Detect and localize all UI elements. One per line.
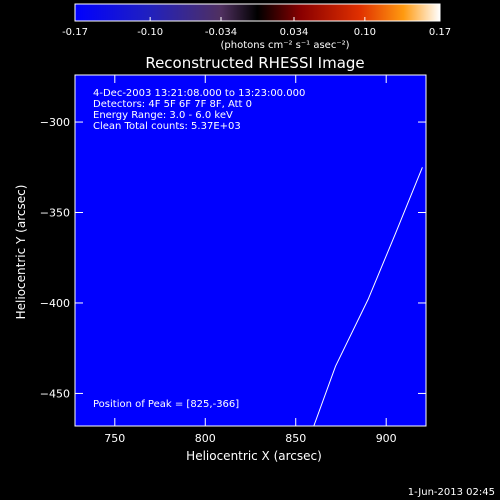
x-tick-label: 750 — [104, 432, 125, 445]
colorbar-tick-label: -0.034 — [205, 27, 237, 38]
x-axis: 750 800 850 900 — [104, 75, 397, 445]
y-tick-label: −350 — [40, 207, 70, 220]
y-axis: −300 −350 −400 −450 — [40, 116, 426, 400]
annotation-line: Energy Range: 3.0 - 6.0 keV — [93, 110, 233, 121]
y-tick-label: −300 — [40, 116, 70, 129]
annotation-line: 4-Dec-2003 13:21:08.000 to 13:23:00.000 — [93, 88, 305, 99]
colorbar-tick-label: -0.10 — [137, 27, 163, 38]
heatmap-image — [75, 75, 426, 426]
colorbar-tick-label: -0.17 — [62, 27, 88, 38]
colorbar-tick-label: 0.034 — [280, 27, 309, 38]
y-tick-label: −400 — [40, 297, 70, 310]
chart-title: Reconstructed RHESSI Image — [145, 54, 364, 72]
colorbar — [74, 3, 441, 22]
annotation-line: Detectors: 4F 5F 6F 7F 8F, Att 0 — [93, 99, 252, 110]
x-tick-label: 850 — [285, 432, 306, 445]
x-tick-label: 900 — [376, 432, 397, 445]
colorbar-tick-label: 0.17 — [429, 27, 451, 38]
peak-label: Position of Peak = [825,-366] — [93, 399, 239, 410]
annotations: 4-Dec-2003 13:21:08.000 to 13:23:00.000D… — [93, 88, 305, 132]
y-axis-label: Heliocentric Y (arcsec) — [14, 185, 28, 320]
colorbar-label: (photons cm⁻² s⁻¹ asec⁻²) — [220, 40, 349, 51]
y-tick-label: −450 — [40, 387, 70, 400]
x-tick-label: 800 — [195, 432, 216, 445]
colorbar-tick-label: 0.10 — [354, 27, 376, 38]
plot-frame — [74, 74, 427, 427]
x-axis-label: Heliocentric X (arcsec) — [186, 449, 322, 463]
colorbar-ticks: -0.17 -0.10 -0.034 0.034 0.10 0.17 — [62, 17, 451, 38]
timestamp: 1-Jun-2013 02:45 — [408, 487, 495, 498]
solar-limb — [313, 167, 423, 426]
annotation-line: Clean Total counts: 5.37E+03 — [93, 121, 241, 132]
